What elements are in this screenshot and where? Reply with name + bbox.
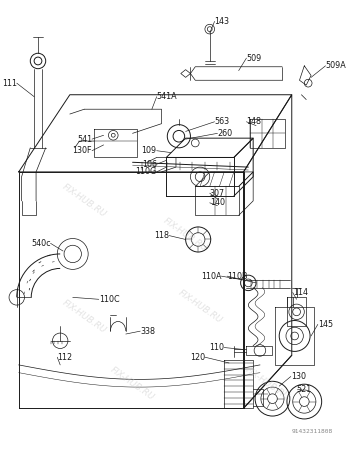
Text: 110B: 110B [227,272,247,281]
Text: 91432311808: 91432311808 [292,429,333,434]
Text: FIX-HUB.RU: FIX-HUB.RU [61,298,108,335]
Text: 563: 563 [215,117,230,126]
Text: 110C: 110C [99,295,119,304]
Text: FIX-HUB.RU: FIX-HUB.RU [244,366,291,403]
Text: 106: 106 [142,160,157,169]
Text: 541A: 541A [157,92,177,101]
Text: 130F: 130F [72,146,92,155]
Text: 148: 148 [246,117,261,126]
Text: 509: 509 [246,54,262,63]
Text: 260: 260 [217,129,233,138]
Text: 110: 110 [209,343,224,352]
Text: FIX-HUB.RU: FIX-HUB.RU [176,288,224,325]
Text: 118: 118 [154,231,169,240]
Text: 114: 114 [293,288,308,297]
Text: 521: 521 [296,385,312,394]
Text: 145: 145 [318,320,333,329]
Text: 111: 111 [2,79,17,88]
Text: 338: 338 [140,327,155,336]
Text: 509A: 509A [326,61,346,70]
Text: FIX-HUB.RU: FIX-HUB.RU [162,216,209,253]
Text: 143: 143 [215,17,230,26]
Text: FIX-HUB.RU: FIX-HUB.RU [61,182,108,219]
Text: 307: 307 [210,189,225,198]
Text: 110G: 110G [135,167,157,176]
Text: 109: 109 [141,146,157,155]
Text: 120: 120 [190,353,205,362]
Text: 541: 541 [77,135,92,144]
Text: 540c: 540c [31,239,50,248]
Text: 140: 140 [210,198,225,207]
Text: 112: 112 [57,353,72,362]
Text: 130: 130 [291,372,306,381]
Text: FIX-HUB.RU: FIX-HUB.RU [109,366,156,403]
Text: 110A: 110A [201,272,221,281]
